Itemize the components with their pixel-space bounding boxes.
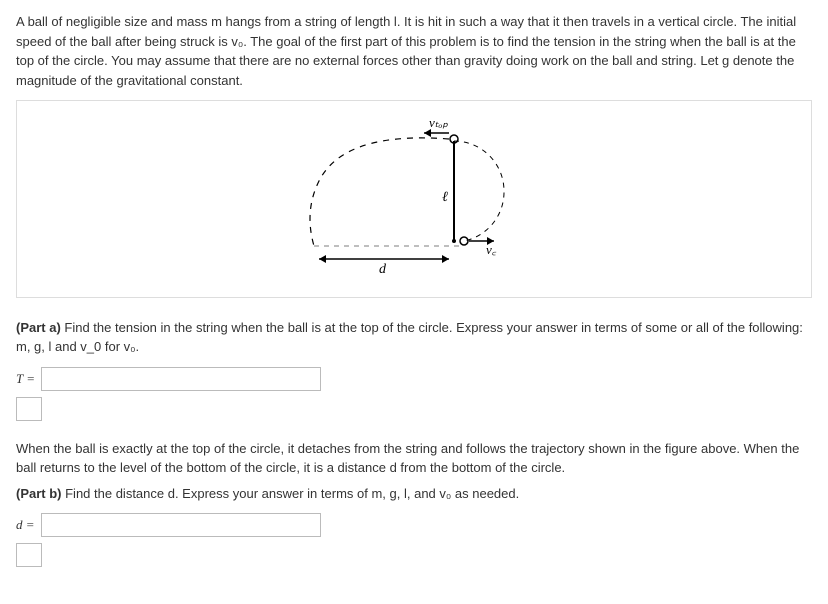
d-label: d [379,262,387,277]
l-label: ℓ [442,190,448,205]
part-a-text: Find the tension in the string when the … [16,320,803,355]
distance-eq-label: d = [16,515,35,535]
detach-text: When the ball is exactly at the top of t… [16,439,812,478]
part-a-check-box[interactable] [16,397,42,421]
figure-container: vₜₒₚ ℓ v꜀ d [16,100,812,298]
distance-input[interactable] [41,513,321,537]
part-b-label: (Part b) [16,486,62,501]
problem-intro: A ball of negligible size and mass m han… [16,12,812,90]
part-a-label: (Part a) [16,320,61,335]
diagram-svg: vₜₒₚ ℓ v꜀ d [224,111,604,281]
tension-eq-label: T = [16,369,35,389]
part-b-text: Find the distance d. Express your answer… [62,486,520,501]
part-a-prompt: (Part a) Find the tension in the string … [16,318,812,357]
vc-label: v꜀ [486,242,497,257]
vtop-label: vₜₒₚ [429,115,448,130]
tension-input[interactable] [41,367,321,391]
part-b-answer-row: d = [16,513,812,537]
part-b-check-box[interactable] [16,543,42,567]
part-b-prompt: (Part b) Find the distance d. Express yo… [16,484,812,504]
part-a-answer-row: T = [16,367,812,391]
